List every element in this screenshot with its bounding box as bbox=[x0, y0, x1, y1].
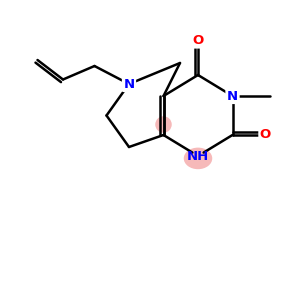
Text: O: O bbox=[192, 34, 204, 47]
Ellipse shape bbox=[155, 116, 172, 133]
Text: N: N bbox=[123, 77, 135, 91]
Text: NH: NH bbox=[187, 149, 209, 163]
Text: O: O bbox=[260, 128, 271, 142]
Text: N: N bbox=[227, 89, 238, 103]
Ellipse shape bbox=[184, 148, 212, 169]
